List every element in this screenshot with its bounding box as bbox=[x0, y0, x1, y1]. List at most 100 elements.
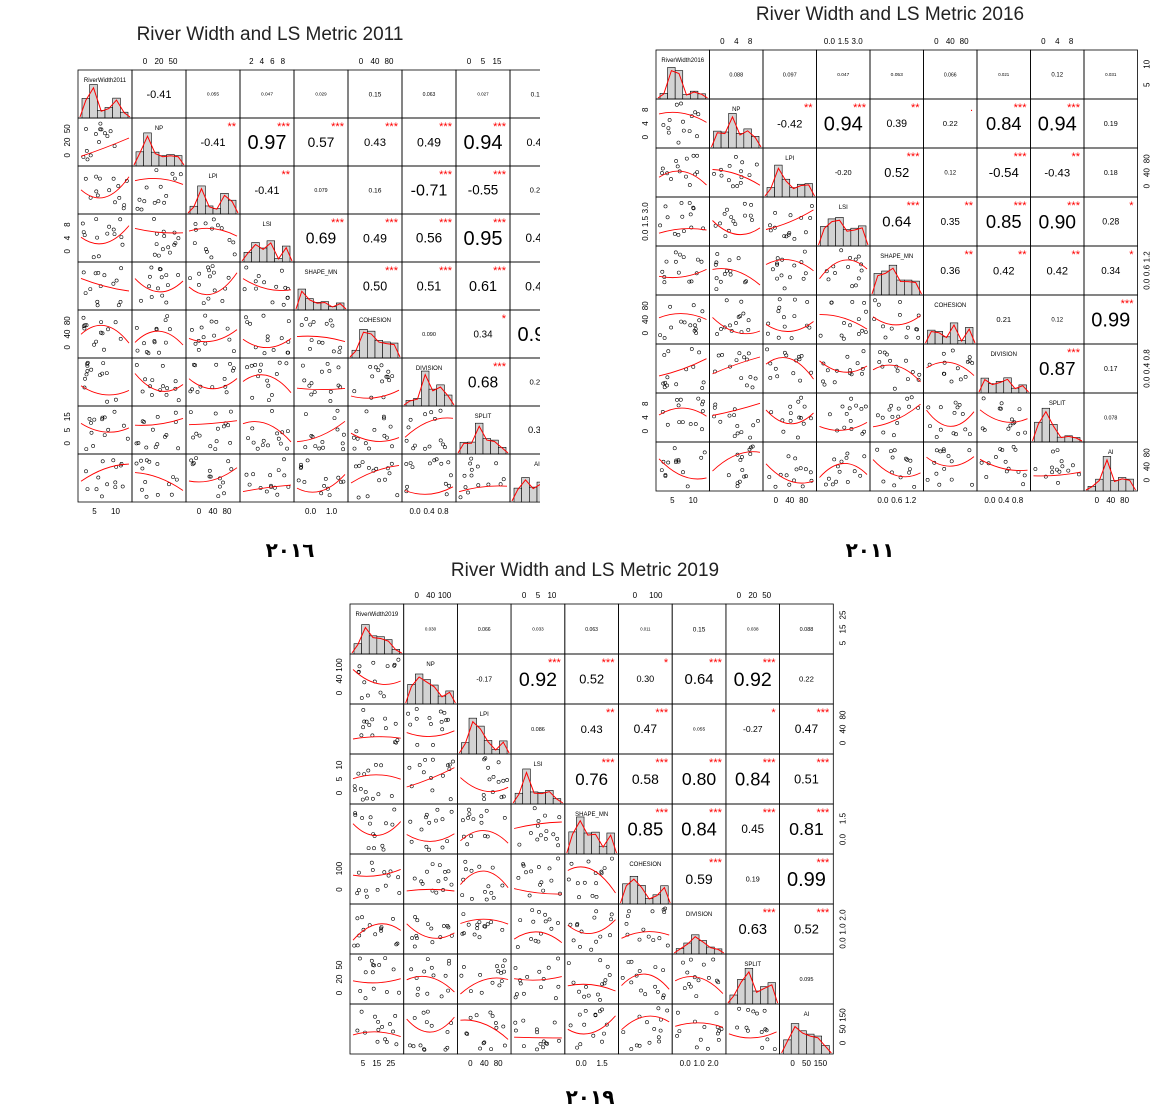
scatter-COHESION-RiverWidth2016 bbox=[658, 303, 707, 340]
scatter-LSI-RiverWidth2011 bbox=[80, 217, 130, 260]
scatter-point bbox=[312, 390, 317, 395]
loess-line bbox=[513, 821, 562, 829]
loess-line bbox=[926, 361, 975, 376]
scatter-SHAPE_MN-LSI bbox=[242, 265, 292, 307]
scatter-point bbox=[888, 449, 893, 454]
scatter-point bbox=[538, 882, 542, 887]
scatter-point bbox=[661, 968, 666, 973]
scatter-point bbox=[380, 1024, 385, 1029]
scatter-point bbox=[832, 380, 837, 385]
significance-stars: *** bbox=[816, 807, 830, 819]
scatter-point bbox=[722, 272, 727, 276]
right-tick-label: 0.4 bbox=[1143, 362, 1152, 374]
scatter-point bbox=[383, 1037, 388, 1042]
scatter-AI-SPLIT bbox=[1033, 448, 1082, 485]
scatter-point bbox=[226, 459, 231, 464]
scatter-point bbox=[215, 426, 220, 431]
hist-bar bbox=[842, 229, 852, 247]
scatter-point bbox=[938, 449, 943, 454]
cell-6-5 bbox=[923, 343, 978, 394]
scatter-point bbox=[681, 960, 685, 965]
histogram-RiverWidth2016 bbox=[657, 67, 708, 100]
scatter-point bbox=[848, 323, 852, 328]
scatter-point bbox=[547, 917, 552, 922]
scatter-point bbox=[163, 434, 167, 439]
significance-stars: *** bbox=[1014, 151, 1028, 163]
scatter-point bbox=[427, 461, 432, 466]
scatter-point bbox=[465, 842, 470, 847]
correlation-value: 0.063 bbox=[423, 92, 436, 98]
scatter-point bbox=[750, 218, 754, 222]
scatter-point bbox=[777, 297, 782, 302]
left-tick-label: 40 bbox=[335, 674, 344, 683]
scatter-point bbox=[678, 397, 683, 402]
scatter-point bbox=[1006, 426, 1011, 431]
variable-label: LPI bbox=[480, 712, 489, 718]
scatter-point bbox=[147, 274, 152, 279]
scatter-point bbox=[258, 368, 262, 373]
scatter-point bbox=[946, 454, 951, 458]
scatter-point bbox=[784, 473, 789, 478]
variable-label: NP bbox=[426, 662, 434, 668]
scatter-point bbox=[260, 443, 265, 448]
loess-line bbox=[134, 472, 184, 491]
loess-line bbox=[188, 467, 238, 483]
loess-line bbox=[872, 315, 921, 326]
scatter-point bbox=[160, 293, 165, 298]
scatter-point bbox=[100, 459, 105, 464]
correlation-value: 0.097 bbox=[783, 72, 797, 78]
loess-line bbox=[352, 1031, 401, 1038]
scatter-point bbox=[391, 967, 396, 972]
scatter-point bbox=[353, 788, 357, 793]
scatter-point bbox=[196, 347, 201, 352]
scatter-point bbox=[557, 815, 562, 820]
scatter-point bbox=[888, 358, 893, 363]
correlation-value: 0.16 bbox=[368, 187, 381, 194]
significance-stars: *** bbox=[709, 657, 723, 669]
scatter-point bbox=[434, 890, 439, 895]
scatter-point bbox=[954, 432, 958, 437]
variable-label: SHAPE_MN bbox=[880, 254, 913, 260]
scatter-SPLIT-NP bbox=[406, 957, 455, 999]
scatter-point bbox=[541, 1045, 546, 1050]
loess-line bbox=[188, 420, 238, 426]
scatter-point bbox=[143, 377, 148, 382]
density-line bbox=[1032, 410, 1083, 442]
scatter-LPI-NP bbox=[712, 154, 761, 189]
scatter-point bbox=[700, 309, 705, 314]
scatter-point bbox=[731, 184, 735, 189]
significance-stars: *** bbox=[439, 265, 453, 277]
scatter-point bbox=[426, 922, 431, 927]
scatter-point bbox=[364, 894, 369, 899]
scatter-point bbox=[1051, 449, 1055, 454]
scatter-point bbox=[500, 927, 505, 932]
scatter-point bbox=[674, 382, 679, 387]
scatter-point bbox=[965, 359, 970, 364]
scatter-point bbox=[796, 399, 801, 404]
scatter-point bbox=[155, 414, 160, 419]
scatter-point bbox=[845, 451, 850, 456]
scatter-point bbox=[479, 814, 484, 819]
scatter-point bbox=[80, 221, 85, 226]
scatter-point bbox=[155, 492, 160, 497]
cell-5-3 bbox=[239, 309, 295, 359]
scatter-point bbox=[499, 795, 504, 800]
cell-1-0 bbox=[349, 653, 405, 705]
scatter-NP-RiverWidth2016 bbox=[658, 101, 707, 145]
scatter-point bbox=[556, 984, 561, 989]
scatter-point bbox=[176, 398, 181, 403]
scatter-point bbox=[374, 762, 378, 767]
scatter-point bbox=[430, 862, 435, 867]
cell-6-2 bbox=[762, 343, 817, 394]
right-tick-label: 1.0 bbox=[838, 923, 847, 935]
scatter-point bbox=[734, 321, 738, 325]
scatter-point bbox=[378, 690, 383, 695]
scatter-point bbox=[739, 299, 744, 304]
scatter-point bbox=[773, 210, 778, 215]
density-line bbox=[781, 1025, 832, 1054]
scatter-point bbox=[390, 374, 395, 379]
loess-line bbox=[296, 474, 346, 493]
scatter-point bbox=[498, 482, 503, 487]
scatter-point bbox=[468, 1015, 473, 1020]
